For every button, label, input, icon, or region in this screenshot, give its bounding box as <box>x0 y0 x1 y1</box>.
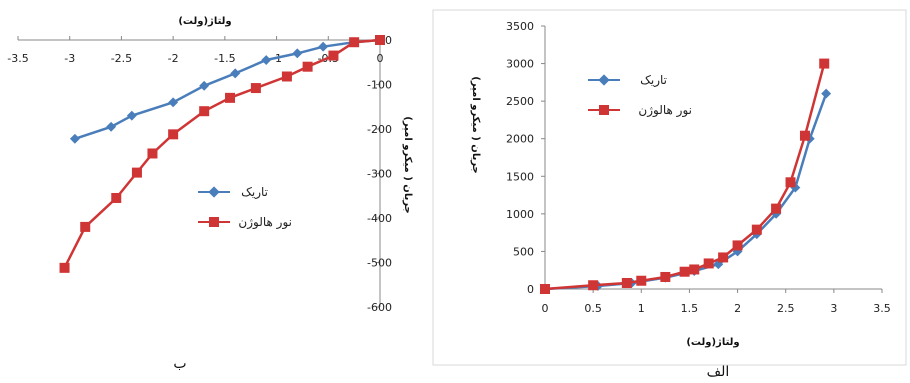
data-point <box>131 167 142 178</box>
legend: تاریک نور هالوژن <box>198 185 292 230</box>
x-tick-label: 1.5 <box>681 302 699 315</box>
y-tick-label: 3500 <box>506 20 534 33</box>
data-point <box>771 203 782 214</box>
data-point <box>168 97 179 108</box>
legend-label-halogen: نور هالوژن <box>238 215 292 230</box>
x-tick-label: 0 <box>377 52 384 65</box>
data-point <box>799 130 810 141</box>
x-tick-label: 0 <box>542 302 549 315</box>
x-tick-label: -3 <box>64 52 75 65</box>
y-tick-label: 0 <box>527 283 534 296</box>
x-tick-label: 3 <box>830 302 837 315</box>
legend-marker-halogen <box>209 217 219 227</box>
data-point <box>821 88 832 99</box>
series-line <box>63 38 381 269</box>
y-tick-label: 2500 <box>506 95 534 108</box>
x-tick-label: 0.5 <box>584 302 602 315</box>
chart-panel-alef: جریان ( میکرو امپر) ولتاژ(ولت) 0 0.5 1 1.5 2… <box>432 9 907 380</box>
series-line <box>544 63 826 291</box>
y-tick-label: -200 <box>367 123 392 136</box>
data-point <box>69 133 80 144</box>
x-tick-label: 2 <box>734 302 741 315</box>
data-point <box>261 55 272 65</box>
data-point <box>302 61 313 72</box>
y-tick-label: -100 <box>367 79 392 92</box>
data-point <box>751 224 762 235</box>
y-tick-label: 3000 <box>506 58 534 71</box>
data-point <box>147 148 158 159</box>
data-point <box>349 37 360 48</box>
y-tick-label: -600 <box>367 301 392 314</box>
x-axis-label: ولتاژ(ولت) <box>686 337 739 348</box>
data-point <box>250 83 261 94</box>
data-point <box>621 277 632 288</box>
data-point <box>230 68 241 79</box>
data-point <box>732 240 743 251</box>
x-axis-label: ولتاژ(ولت) <box>178 16 231 27</box>
y-axis-label: جریان ( میکرو امپر) <box>402 116 413 214</box>
legend-label-dark: تاریک <box>241 185 268 200</box>
y-tick-label: 500 <box>513 245 534 258</box>
x-tick-label: 3.5 <box>873 302 891 315</box>
x-tick-label: 2.5 <box>777 302 795 315</box>
chart-frame <box>432 9 907 366</box>
x-tick-label: -2 <box>168 52 179 65</box>
data-point <box>80 221 91 232</box>
plot-area: 0 0.5 1 1.5 2 2.5 3 3.5 0 500 1000 1500 2000 2500 3000… <box>506 20 891 315</box>
x-tick-label: 1 <box>638 302 645 315</box>
y-tick-label: -300 <box>367 168 392 181</box>
y-tick-label: -400 <box>367 212 392 225</box>
data-point <box>199 80 210 91</box>
data-point <box>689 264 700 275</box>
data-point <box>785 177 796 188</box>
chart-panel-b: ولتاژ(ولت) جریان ( میکرو امپر) -3.5 -3 -2.… <box>7 16 413 372</box>
y-axis-label: جریان ( میکرو امپر) <box>470 76 481 174</box>
y-tick-label: 2000 <box>506 133 534 146</box>
legend-marker-dark <box>208 186 220 198</box>
legend-marker-dark <box>598 74 610 86</box>
series-line <box>544 93 828 291</box>
data-point <box>819 58 830 69</box>
data-point <box>703 258 714 269</box>
legend-label-dark: تاریک <box>640 73 667 88</box>
data-point <box>199 106 210 117</box>
data-point <box>59 262 70 273</box>
data-point <box>111 192 122 203</box>
data-point <box>292 48 303 59</box>
legend: تاریک نور هالوژن <box>588 73 692 118</box>
legend-marker-halogen <box>599 105 609 115</box>
y-tick-label: 0 <box>385 34 392 47</box>
data-point <box>375 35 385 45</box>
panel-caption-alef: الف <box>707 364 730 380</box>
data-point <box>718 252 729 263</box>
y-tick-label: 1000 <box>506 208 534 221</box>
x-tick-label: -3.5 <box>7 52 28 65</box>
x-tick-label: -1.5 <box>214 52 235 65</box>
y-tick-label: -500 <box>367 257 392 270</box>
legend-label-halogen: نور هالوژن <box>638 103 692 118</box>
data-point <box>328 50 339 61</box>
data-point <box>660 271 671 282</box>
data-point <box>318 41 329 52</box>
y-tick-label: 1500 <box>506 170 534 183</box>
panel-caption-b: ب <box>173 356 186 372</box>
data-point <box>636 275 647 286</box>
data-point <box>126 110 137 121</box>
x-tick-label: -2.5 <box>111 52 132 65</box>
data-point <box>540 284 550 294</box>
data-point <box>281 71 292 82</box>
plot-area: -3.5 -3 -2.5 -2 -1.5 -1 -0.5 0-600-500-400-300-… <box>7 34 392 314</box>
data-point <box>225 92 236 103</box>
data-point <box>106 121 117 132</box>
data-point <box>168 129 179 140</box>
data-point <box>679 266 690 277</box>
data-point <box>588 280 599 291</box>
